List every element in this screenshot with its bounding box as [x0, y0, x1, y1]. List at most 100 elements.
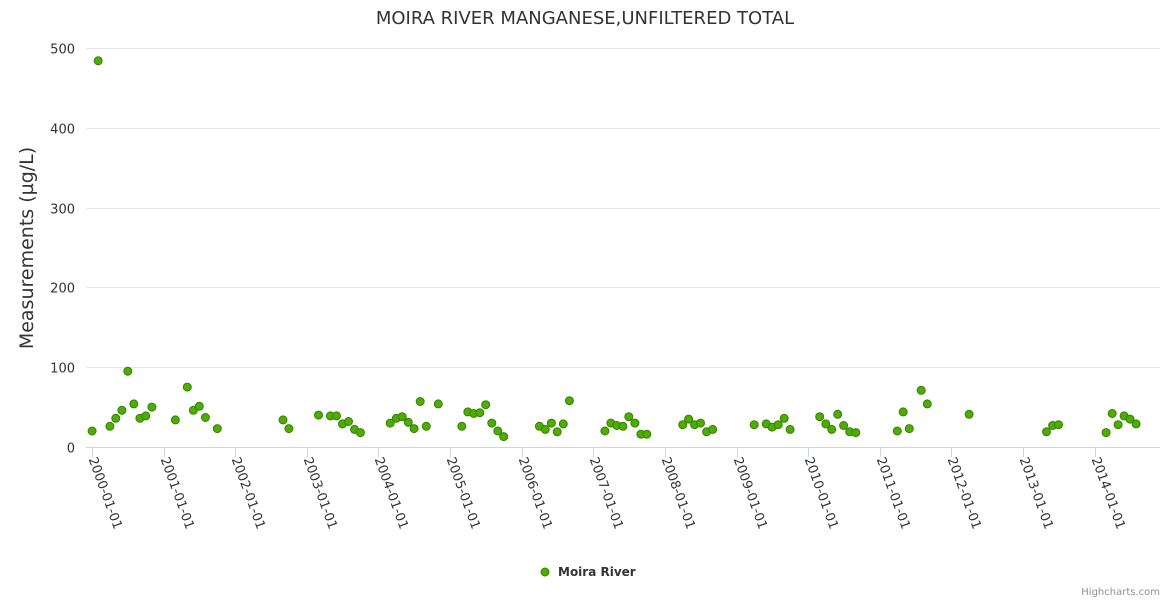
- data-point[interactable]: [182, 382, 192, 392]
- data-point[interactable]: [123, 366, 133, 376]
- series-moira-river[interactable]: [87, 56, 1141, 442]
- data-point[interactable]: [314, 410, 323, 420]
- data-point[interactable]: [409, 424, 419, 434]
- data-point[interactable]: [421, 421, 431, 431]
- x-tick-label: 2010-01-01: [801, 455, 841, 531]
- data-point[interactable]: [642, 429, 652, 439]
- data-point[interactable]: [499, 432, 509, 442]
- data-point[interactable]: [212, 424, 222, 434]
- data-point[interactable]: [87, 426, 97, 436]
- x-tick-label: 2001-01-01: [157, 455, 197, 531]
- data-point[interactable]: [779, 413, 789, 423]
- data-point[interactable]: [200, 413, 210, 422]
- x-tick-label: 2006-01-01: [515, 455, 555, 531]
- legend-marker: [540, 567, 550, 577]
- y-axis: 0 100 200 300 400 500: [50, 43, 75, 457]
- data-point[interactable]: [892, 426, 902, 436]
- data-point[interactable]: [332, 411, 341, 421]
- data-point[interactable]: [833, 409, 843, 419]
- x-tick-label: 2002-01-01: [228, 455, 268, 531]
- y-tick-label: 200: [50, 282, 75, 297]
- data-point[interactable]: [684, 414, 694, 424]
- data-point[interactable]: [397, 412, 407, 422]
- data-point[interactable]: [1107, 409, 1117, 418]
- data-point[interactable]: [600, 426, 610, 436]
- data-point[interactable]: [170, 415, 180, 425]
- data-point[interactable]: [630, 418, 640, 428]
- data-point[interactable]: [851, 428, 861, 438]
- data-point[interactable]: [618, 421, 628, 431]
- data-point[interactable]: [493, 426, 503, 436]
- credits-link[interactable]: Highcharts.com: [1081, 587, 1160, 598]
- legend[interactable]: Moira River: [540, 565, 636, 579]
- data-point[interactable]: [93, 56, 103, 66]
- data-point[interactable]: [540, 424, 550, 434]
- data-point[interactable]: [773, 420, 783, 430]
- data-point[interactable]: [922, 399, 932, 409]
- data-point[interactable]: [564, 396, 574, 406]
- data-point[interactable]: [1125, 414, 1135, 424]
- x-tick-label: 2013-01-01: [1016, 455, 1056, 531]
- data-point[interactable]: [678, 420, 688, 430]
- data-point[interactable]: [403, 417, 413, 427]
- x-tick-label: 2014-01-01: [1088, 455, 1128, 531]
- data-point[interactable]: [147, 402, 157, 412]
- data-point[interactable]: [821, 419, 831, 429]
- data-point[interactable]: [433, 399, 443, 409]
- data-point[interactable]: [546, 418, 556, 428]
- data-point[interactable]: [129, 399, 139, 409]
- data-point[interactable]: [355, 428, 365, 438]
- data-point[interactable]: [344, 417, 353, 426]
- y-tick-label: 400: [50, 123, 75, 138]
- data-point[interactable]: [1113, 420, 1123, 430]
- y-tick-label: 100: [50, 362, 75, 377]
- data-point[interactable]: [696, 418, 705, 428]
- data-point[interactable]: [111, 413, 121, 423]
- data-point[interactable]: [284, 424, 294, 434]
- data-point[interactable]: [1101, 428, 1111, 438]
- data-point[interactable]: [815, 412, 825, 422]
- x-tick-label: 2000-01-01: [85, 455, 125, 531]
- data-point[interactable]: [117, 405, 127, 415]
- data-point[interactable]: [558, 419, 568, 429]
- legend-item-moira-river[interactable]: Moira River: [558, 565, 636, 579]
- data-point[interactable]: [904, 424, 914, 434]
- data-point[interactable]: [785, 424, 795, 434]
- y-tick-label: 0: [67, 442, 75, 457]
- data-point[interactable]: [487, 418, 497, 428]
- x-tick-label: 2005-01-01: [443, 455, 483, 531]
- x-tick-label: 2004-01-01: [371, 455, 411, 531]
- x-tick-label: 2007-01-01: [586, 455, 626, 531]
- data-point[interactable]: [475, 408, 485, 418]
- data-point[interactable]: [1042, 427, 1051, 437]
- x-tick-label: 2011-01-01: [873, 455, 913, 531]
- data-point[interactable]: [105, 421, 115, 431]
- data-point[interactable]: [916, 385, 926, 395]
- data-point[interactable]: [749, 420, 759, 430]
- grid-lines: [86, 48, 1160, 368]
- data-point[interactable]: [708, 424, 718, 434]
- data-point[interactable]: [1131, 419, 1141, 429]
- data-point[interactable]: [141, 411, 151, 421]
- data-point[interactable]: [964, 409, 974, 419]
- x-tick-label: 2009-01-01: [730, 455, 770, 531]
- data-point[interactable]: [194, 401, 204, 411]
- chart-title: MOIRA RIVER MANGANESE,UNFILTERED TOTAL: [376, 8, 794, 29]
- y-tick-label: 300: [50, 203, 75, 218]
- data-point[interactable]: [839, 421, 849, 430]
- data-point[interactable]: [624, 412, 634, 422]
- data-point[interactable]: [552, 427, 562, 437]
- data-point[interactable]: [278, 415, 288, 425]
- x-tick-label: 2008-01-01: [658, 455, 698, 531]
- data-point[interactable]: [1054, 420, 1063, 430]
- data-point[interactable]: [385, 418, 395, 428]
- x-tick-label: 2003-01-01: [300, 455, 340, 531]
- data-point[interactable]: [481, 400, 491, 410]
- data-point[interactable]: [898, 407, 908, 417]
- x-axis: 2000-01-01 2001-01-01 2002-01-01 2003-01-01…: [85, 447, 1160, 531]
- data-point[interactable]: [457, 421, 467, 431]
- y-axis-title: Measurements (µg/L): [16, 147, 38, 349]
- data-point[interactable]: [827, 424, 837, 434]
- data-point[interactable]: [415, 397, 425, 406]
